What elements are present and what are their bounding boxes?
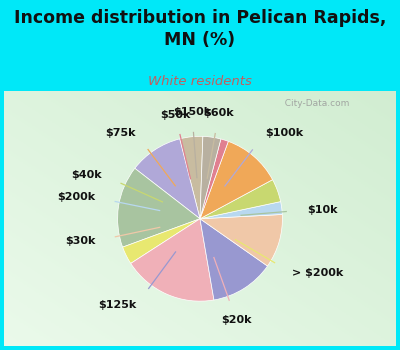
Text: $125k: $125k bbox=[98, 300, 136, 310]
Wedge shape bbox=[118, 168, 200, 247]
Wedge shape bbox=[200, 215, 282, 266]
Wedge shape bbox=[200, 139, 228, 219]
Text: $50k: $50k bbox=[160, 110, 190, 119]
Wedge shape bbox=[200, 180, 281, 219]
Text: $100k: $100k bbox=[265, 128, 303, 139]
Wedge shape bbox=[135, 139, 200, 219]
Text: White residents: White residents bbox=[148, 75, 252, 88]
Text: $60k: $60k bbox=[204, 108, 234, 118]
Text: City-Data.com: City-Data.com bbox=[279, 99, 350, 108]
Wedge shape bbox=[200, 202, 282, 219]
Text: $200k: $200k bbox=[57, 193, 95, 202]
Text: $40k: $40k bbox=[72, 170, 102, 180]
Wedge shape bbox=[200, 219, 268, 300]
Wedge shape bbox=[200, 136, 221, 219]
Text: $10k: $10k bbox=[307, 205, 337, 215]
Text: $20k: $20k bbox=[221, 315, 251, 324]
Wedge shape bbox=[200, 141, 272, 219]
Wedge shape bbox=[180, 136, 203, 219]
Text: $30k: $30k bbox=[65, 236, 95, 246]
Text: $150k: $150k bbox=[173, 107, 211, 117]
Text: > $200k: > $200k bbox=[292, 268, 344, 278]
Text: Income distribution in Pelican Rapids,
MN (%): Income distribution in Pelican Rapids, M… bbox=[14, 9, 386, 49]
Wedge shape bbox=[131, 219, 214, 301]
Text: $75k: $75k bbox=[105, 128, 136, 138]
Wedge shape bbox=[123, 219, 200, 264]
